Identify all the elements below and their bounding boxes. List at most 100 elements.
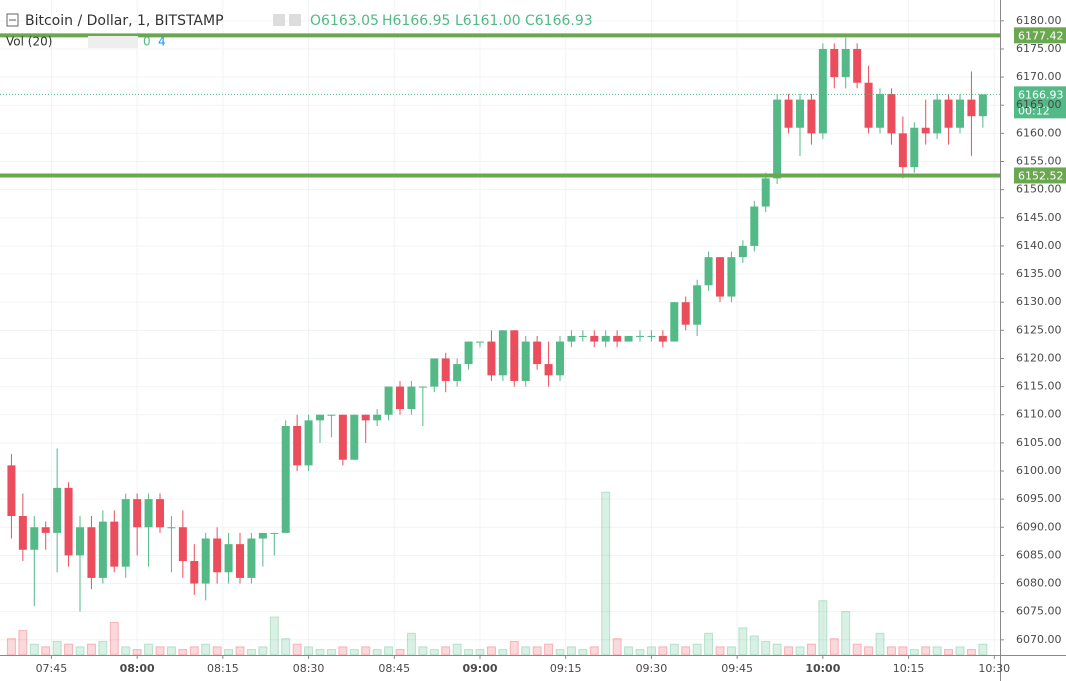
candle-body — [784, 99, 793, 128]
y-tick-label: 6130.00 — [1016, 295, 1062, 308]
y-tick-label: 6155.00 — [1016, 154, 1062, 167]
volume-bar — [475, 649, 485, 656]
candle-body — [773, 99, 782, 179]
volume-bar — [41, 646, 51, 656]
volume-bar — [315, 649, 325, 656]
y-tick-label: 6085.00 — [1016, 548, 1062, 561]
collapse-icon[interactable] — [6, 13, 19, 27]
volume-bar — [372, 649, 382, 656]
volume-bar — [646, 646, 656, 656]
volume-tools[interactable] — [88, 36, 138, 48]
candle-body — [258, 532, 267, 539]
volume-bar — [669, 643, 679, 656]
x-tick-label: 08:45 — [378, 662, 410, 675]
volume-bar — [121, 646, 131, 656]
candle-body — [887, 93, 896, 134]
close: C6166.93 — [525, 13, 593, 29]
candle-body — [144, 499, 153, 528]
y-tick-label: 6125.00 — [1016, 323, 1062, 336]
y-tick-label: 6140.00 — [1016, 239, 1062, 252]
volume-bar — [64, 643, 74, 656]
volume-bar — [726, 646, 736, 656]
volume-bar — [806, 643, 816, 656]
volume-bar — [944, 649, 954, 656]
candle-body — [464, 341, 473, 365]
candle-body — [521, 341, 530, 381]
candle-body — [98, 521, 107, 578]
candle-body — [693, 285, 702, 325]
y-tick-label: 6105.00 — [1016, 436, 1062, 449]
x-tick-label: 08:15 — [207, 662, 239, 675]
settings-icon[interactable] — [273, 14, 285, 26]
hide-icon[interactable] — [289, 14, 301, 26]
candle-body — [350, 414, 359, 460]
candle-body — [933, 99, 942, 134]
candle-body — [578, 335, 587, 337]
volume-bar — [555, 649, 565, 656]
candle-body — [213, 538, 222, 573]
x-tick-label: 09:30 — [636, 662, 668, 675]
x-tick-label: 08:00 — [120, 662, 155, 675]
y-tick-label: 6115.00 — [1016, 380, 1062, 393]
volume-bar — [361, 646, 371, 656]
x-tick-label: 08:30 — [293, 662, 325, 675]
volume-bar — [681, 646, 691, 656]
volume-bar — [818, 600, 828, 656]
candle-body — [361, 414, 370, 421]
grid — [0, 0, 1000, 655]
candle-body — [533, 341, 542, 365]
candle-body — [841, 48, 850, 78]
candle-body — [727, 257, 736, 297]
candle-body — [41, 527, 50, 533]
candle-body — [498, 330, 507, 376]
legend: Bitcoin / Dollar, 1, BITSTAMP O6163.05 H… — [6, 13, 593, 49]
candle-body — [224, 544, 233, 573]
candle-body — [327, 414, 336, 416]
volume-bar — [704, 632, 714, 656]
candle-body — [796, 99, 804, 128]
volume-bar — [544, 643, 554, 656]
volume-bar — [201, 643, 211, 656]
volume-pane — [6, 491, 988, 656]
last-price-bg — [1014, 86, 1066, 119]
volume-bar — [29, 643, 39, 656]
volume-ma-value: 4 — [158, 35, 166, 49]
candle-body — [978, 94, 987, 117]
candle-body — [567, 335, 576, 342]
overlays: 6177.42 6152.52 6166.93 00:12 — [0, 27, 1066, 184]
candle-body — [658, 335, 667, 342]
y-tick-label: 6170.00 — [1016, 70, 1062, 83]
candle-body — [418, 386, 427, 388]
candle-body — [613, 335, 622, 342]
volume-bar — [532, 646, 542, 656]
candle-body — [761, 178, 770, 207]
volume-bar — [509, 640, 519, 656]
candle-body — [201, 538, 210, 584]
volume-bar — [281, 638, 291, 656]
volume-bar — [6, 638, 16, 656]
level-label-bg — [1014, 167, 1066, 184]
candle-body — [156, 499, 164, 528]
candle-body — [270, 532, 279, 534]
volume-bar — [429, 649, 439, 656]
volume-bar — [132, 649, 142, 656]
level-label-bg — [1014, 27, 1066, 44]
volume-bar — [658, 646, 668, 656]
volume-bar — [864, 646, 874, 656]
level-label: 6152.52 — [1018, 169, 1064, 182]
y-tick-label: 6070.00 — [1016, 633, 1062, 646]
candle-body — [921, 127, 930, 134]
volume-bar — [795, 646, 805, 656]
volume-bar — [98, 640, 108, 656]
candle-body — [716, 257, 724, 297]
candle-body — [876, 93, 884, 128]
volume-bar — [909, 649, 919, 656]
volume-bar — [292, 643, 302, 656]
volume-bar — [635, 649, 645, 656]
candle-body — [281, 425, 290, 533]
candle-body — [864, 82, 873, 128]
y-tick-label: 6075.00 — [1016, 605, 1062, 618]
volume-bar — [829, 638, 839, 656]
candle-body — [510, 330, 519, 381]
